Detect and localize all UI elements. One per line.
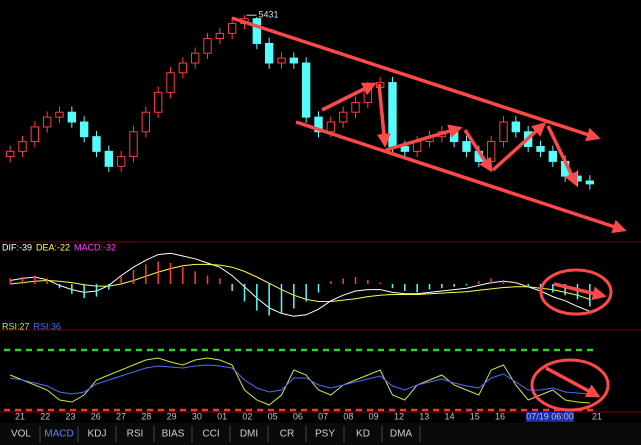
- indicator-label: MACD:-32: [74, 242, 116, 252]
- x-tick-label: 13: [419, 411, 429, 421]
- candle-body: [338, 111, 348, 123]
- x-tick-label: 26: [91, 411, 101, 421]
- candle-body: [104, 150, 114, 167]
- x-tick-label: 06: [293, 411, 303, 421]
- tab[interactable]: VOL: [11, 429, 31, 440]
- candle-body: [326, 121, 336, 133]
- candle-body: [92, 136, 101, 152]
- candle-body: [277, 57, 286, 64]
- candle-body: [400, 145, 410, 152]
- tab[interactable]: BIAS: [162, 429, 185, 440]
- arrow: [295, 120, 627, 234]
- candle-body: [227, 23, 237, 34]
- tab[interactable]: KDJ: [88, 429, 107, 440]
- candle-body: [5, 150, 15, 158]
- candle-body: [462, 141, 471, 152]
- arrow: [491, 122, 547, 172]
- arrow: [385, 124, 463, 152]
- x-tick-label: 23: [66, 411, 76, 421]
- tab[interactable]: DMA: [390, 429, 413, 440]
- candle-body: [252, 18, 262, 44]
- tab[interactable]: DMI: [240, 429, 258, 440]
- arrow: [553, 282, 607, 301]
- indicator-line: [10, 364, 590, 395]
- candle-body: [79, 121, 89, 138]
- candle-body: [351, 101, 360, 113]
- candle-body: [264, 42, 274, 64]
- cursor-date-box: [526, 412, 574, 422]
- candle-body: [203, 38, 212, 54]
- candle-body: [314, 116, 323, 133]
- x-tick-label: 15: [470, 411, 480, 421]
- x-tick-label: 27: [116, 411, 126, 421]
- candle-body: [215, 32, 225, 40]
- x-tick-label: 28: [141, 411, 151, 421]
- highlight-circle: [539, 268, 613, 316]
- arrow: [545, 366, 601, 398]
- x-tick-label: 21: [15, 411, 25, 421]
- candle-body: [548, 150, 558, 162]
- highlight-circle: [530, 358, 610, 412]
- candle-body: [18, 141, 27, 152]
- candle-body: [67, 111, 77, 123]
- candle-body: [449, 131, 459, 143]
- tab[interactable]: CR: [280, 429, 294, 440]
- x-tick-label: 08: [343, 411, 353, 421]
- arrow: [376, 83, 391, 148]
- candle-body: [499, 121, 508, 143]
- indicator-label: DIF:-39: [2, 242, 32, 252]
- candle-body: [536, 145, 545, 152]
- trend-arrows: [231, 16, 627, 398]
- arrow: [321, 82, 377, 112]
- candle-body: [301, 62, 311, 118]
- candle-body: [511, 121, 521, 133]
- x-tick-label: 30: [192, 411, 202, 421]
- arrow: [231, 16, 601, 142]
- arrow: [463, 129, 493, 173]
- x-tick-label: 02: [242, 411, 252, 421]
- tab-bar: [0, 423, 641, 445]
- x-tick-label: 09: [369, 411, 379, 421]
- x-tick-label: 05: [268, 411, 278, 421]
- candle-body: [388, 82, 397, 147]
- tab[interactable]: PSY: [315, 429, 335, 440]
- tab[interactable]: MACD: [44, 429, 73, 440]
- tab[interactable]: RSI: [127, 429, 144, 440]
- x-tick-label: 07: [318, 411, 328, 421]
- x-tick-label: 21: [592, 411, 602, 421]
- x-tick-label: 12: [394, 411, 404, 421]
- candle-body: [166, 72, 175, 93]
- tab[interactable]: KD: [356, 429, 370, 440]
- indicator-label: DEA:-22: [36, 242, 70, 252]
- candle-body: [289, 57, 299, 64]
- candle-body: [585, 180, 595, 185]
- candle-body: [129, 131, 138, 158]
- candle-body: [486, 141, 496, 162]
- candle-body: [55, 111, 64, 118]
- x-tick-label: 14: [444, 411, 454, 421]
- candle-body: [30, 126, 40, 143]
- x-tick-label: 29: [167, 411, 177, 421]
- x-tick-label: 01: [217, 411, 227, 421]
- x-tick-label: 16: [495, 411, 505, 421]
- indicator-line: [9, 357, 590, 406]
- indicator-line: [10, 263, 590, 302]
- tab[interactable]: CCI: [202, 429, 219, 440]
- candle-body: [42, 116, 52, 128]
- candle-body: [153, 91, 163, 113]
- x-tick-label: 22: [40, 411, 50, 421]
- indicator-label: RSI:27: [2, 321, 30, 331]
- high-label: 5431: [259, 10, 279, 20]
- x-tick-label: 07/19 06:00: [526, 411, 574, 421]
- indicator-label: RSI:36: [34, 321, 62, 331]
- arrow: [546, 125, 578, 187]
- candle-body: [116, 156, 126, 167]
- candle-body: [190, 52, 200, 64]
- candle-body: [178, 62, 188, 74]
- candle-body: [141, 111, 151, 133]
